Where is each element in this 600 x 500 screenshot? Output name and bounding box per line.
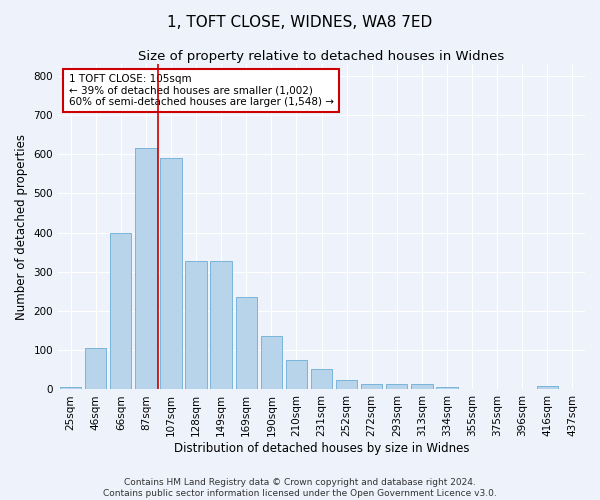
Text: 1 TOFT CLOSE: 105sqm
← 39% of detached houses are smaller (1,002)
60% of semi-de: 1 TOFT CLOSE: 105sqm ← 39% of detached h… xyxy=(68,74,334,107)
Bar xyxy=(135,148,157,390)
Bar xyxy=(211,261,232,390)
Text: 1, TOFT CLOSE, WIDNES, WA8 7ED: 1, TOFT CLOSE, WIDNES, WA8 7ED xyxy=(167,15,433,30)
Bar xyxy=(185,261,207,390)
Bar xyxy=(361,384,382,390)
Title: Size of property relative to detached houses in Widnes: Size of property relative to detached ho… xyxy=(139,50,505,63)
Bar xyxy=(160,158,182,390)
X-axis label: Distribution of detached houses by size in Widnes: Distribution of detached houses by size … xyxy=(174,442,469,455)
Bar xyxy=(85,348,106,390)
Bar xyxy=(286,360,307,390)
Bar xyxy=(236,297,257,390)
Bar xyxy=(260,336,282,390)
Text: Contains HM Land Registry data © Crown copyright and database right 2024.
Contai: Contains HM Land Registry data © Crown c… xyxy=(103,478,497,498)
Y-axis label: Number of detached properties: Number of detached properties xyxy=(15,134,28,320)
Bar xyxy=(336,380,357,390)
Bar xyxy=(311,369,332,390)
Bar xyxy=(536,386,558,390)
Bar xyxy=(60,386,81,390)
Bar xyxy=(386,384,407,390)
Bar xyxy=(110,232,131,390)
Bar xyxy=(411,384,433,390)
Bar xyxy=(436,387,458,390)
